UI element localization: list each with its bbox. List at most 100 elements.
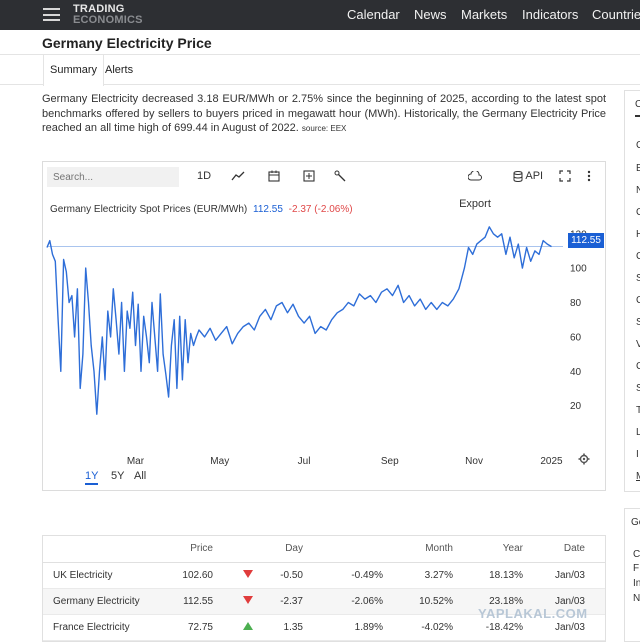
sidebar-item[interactable]: E [636, 163, 640, 174]
col-header-date: Date [543, 536, 605, 563]
more-options-icon[interactable] [583, 162, 595, 190]
sidebar-item[interactable]: V [636, 339, 640, 350]
row-day-change: -2.37 [263, 588, 323, 615]
export-label: Export [459, 198, 491, 210]
page-title: Germany Electricity Price [42, 35, 212, 51]
nav-link-indicators[interactable]: Indicators [522, 7, 579, 22]
chart-settings-gear-icon[interactable] [578, 452, 590, 470]
sidebar-bottom-item[interactable]: In [633, 578, 640, 589]
sidebar-item[interactable]: S [636, 317, 640, 328]
row-day-pct: -2.06% [323, 588, 403, 615]
y-tick-label: 20 [570, 401, 582, 412]
col-header-month: Month [403, 536, 473, 563]
search-input[interactable] [47, 167, 179, 187]
row-month-change: -4.02% [403, 614, 473, 641]
row-date: Jan/03 [543, 562, 605, 589]
col-header-name [43, 536, 163, 563]
top-navigation: TRADING ECONOMICS Calendar News Markets … [0, 0, 640, 30]
row-price: 112.55 [163, 588, 233, 615]
logo-line-2: ECONOMICS [73, 14, 143, 26]
tab-summary[interactable]: Summary [43, 55, 105, 86]
database-icon [513, 170, 523, 182]
sidebar-bottom-item[interactable]: F [633, 563, 640, 574]
y-tick-label: 60 [570, 332, 582, 343]
sidebar-item[interactable]: L [636, 427, 640, 438]
nav-link-calendar[interactable]: Calendar [347, 7, 400, 22]
x-tick-label: Sep [381, 456, 399, 467]
chart-panel: 1D Export API Germany Electricity Spot P… [42, 161, 606, 491]
nav-link-markets[interactable]: Markets [461, 7, 508, 22]
sidebar-item[interactable]: S [636, 383, 640, 394]
x-tick-label: 2025 [540, 456, 563, 467]
x-tick-label: May [210, 456, 229, 467]
sidebar-item[interactable]: M [636, 471, 640, 482]
col-header-arrow [233, 536, 263, 563]
watermark: YAPLAKAL.COM [478, 606, 588, 621]
legend-change: -2.37 (-2.06%) [288, 204, 353, 215]
sidebar-item[interactable]: C [636, 251, 640, 262]
sidebar-item[interactable]: H [636, 229, 640, 240]
export-button[interactable]: Export [451, 162, 499, 210]
sidebar-item[interactable]: I [636, 449, 639, 460]
sidebar-bottom-item[interactable]: N [633, 593, 640, 604]
api-button[interactable]: API [511, 162, 545, 190]
sidebar-item[interactable]: C [636, 295, 640, 306]
x-tick-label: Nov [465, 456, 483, 467]
row-price: 102.60 [163, 562, 233, 589]
row-date: Jan/03 [543, 588, 605, 615]
col-header-year: Year [473, 536, 543, 563]
table-row[interactable]: France Electricity 72.75 1.35 1.89% -4.02% -1… [43, 614, 605, 641]
sidebar-heading: C [635, 99, 640, 110]
row-direction-icon [233, 588, 263, 615]
row-month-change: 3.27% [403, 562, 473, 589]
row-name[interactable]: France Electricity [43, 614, 163, 641]
sidebar-item[interactable]: C [636, 140, 640, 151]
row-month-change: 10.52% [403, 588, 473, 615]
source-label: source: EEX [301, 124, 347, 133]
last-price-tag: 112.55 [568, 233, 604, 248]
range-tab-1y[interactable]: 1Y [85, 470, 99, 485]
settings-wrench-icon[interactable] [331, 162, 349, 190]
table-row[interactable]: Germany Electricity 112.55 -2.37 -2.06% 10.5… [43, 588, 605, 615]
range-tab-all[interactable]: All [134, 470, 147, 482]
cloud-download-icon [467, 170, 482, 181]
interval-button[interactable]: 1D [196, 170, 212, 182]
row-price: 72.75 [163, 614, 233, 641]
row-name[interactable]: UK Electricity [43, 562, 163, 589]
sidebar-item[interactable]: T [636, 405, 640, 416]
y-tick-label: 100 [570, 264, 587, 275]
row-direction-icon [233, 562, 263, 589]
chart-toolbar: 1D Export API [43, 162, 605, 210]
sidebar-item[interactable]: C [636, 361, 640, 372]
y-tick-label: 80 [570, 298, 582, 309]
row-name[interactable]: Germany Electricity [43, 588, 163, 615]
description-text: Germany Electricity decreased 3.18 EUR/M… [42, 92, 606, 137]
row-day-change: -0.50 [263, 562, 323, 589]
row-year-change: 18.13% [473, 562, 543, 589]
right-sidebar: C C E N C H C S C S V C S T L I M [624, 90, 640, 492]
col-header-price: Price [163, 536, 233, 563]
x-tick-label: Jul [298, 456, 311, 467]
sidebar-bottom-item[interactable]: C [633, 549, 640, 560]
add-indicator-icon[interactable] [300, 162, 318, 190]
calendar-icon[interactable] [265, 162, 283, 190]
comparison-table: Price Day Month Year Date UK Electricity… [42, 535, 606, 642]
line-chart-icon[interactable] [229, 162, 247, 190]
menu-icon[interactable] [43, 8, 60, 21]
table-row[interactable]: UK Electricity 102.60 -0.50 -0.49% 3.27% 18.1… [43, 562, 605, 589]
tab-alerts[interactable]: Alerts [105, 64, 134, 76]
row-day-change: 1.35 [263, 614, 323, 641]
range-tab-5y[interactable]: 5Y [111, 470, 125, 482]
sidebar-item[interactable]: C [636, 207, 640, 218]
price-chart[interactable]: 20406080100120MarMayJulSepNov2025 [43, 192, 605, 472]
sidebar-item[interactable]: N [636, 185, 640, 196]
row-year-change: 23.18% [473, 588, 543, 615]
page-tabs: Summary Alerts [0, 55, 640, 86]
sidebar-item[interactable]: S [636, 273, 640, 284]
fullscreen-icon[interactable] [557, 162, 573, 190]
nav-link-countries[interactable]: Countries [592, 7, 640, 22]
logo-line-1: TRADING [73, 3, 125, 15]
site-logo[interactable]: TRADING ECONOMICS [73, 4, 143, 26]
row-day-pct: 1.89% [323, 614, 403, 641]
nav-link-news[interactable]: News [414, 7, 447, 22]
